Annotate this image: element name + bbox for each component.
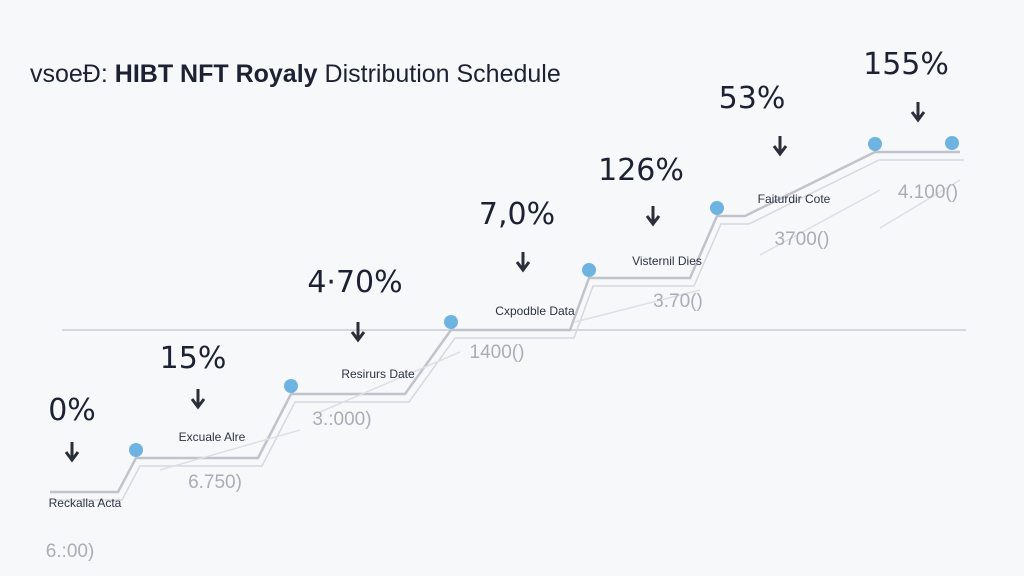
- title-bold: HIBT NFT Royaly: [115, 60, 318, 88]
- amount: 6.:00): [46, 541, 95, 562]
- step-dot: [582, 263, 596, 277]
- arrow: [645, 206, 661, 227]
- title-rest: Distribution Schedule: [325, 60, 561, 88]
- amount: 1400(): [470, 342, 525, 363]
- percent: 155%: [863, 47, 949, 82]
- step-line: [50, 150, 960, 494]
- arrow: [910, 102, 926, 123]
- amount: 6.750): [188, 472, 242, 493]
- steps: 0% Reckalla Acta 6.:00) 15% Excuale Alre 6.75…: [46, 47, 964, 562]
- amount: 4.100(): [898, 182, 958, 203]
- guide-line: [319, 351, 461, 413]
- percent: 7,0%: [479, 197, 555, 232]
- percent: 0%: [48, 393, 96, 428]
- step-line-shadow: [54, 159, 964, 501]
- amount: 3.:000): [312, 409, 371, 430]
- step-label: Resirurs Date: [341, 367, 415, 381]
- step-dot: [444, 315, 458, 329]
- step-dot: [129, 443, 143, 457]
- arrow: [515, 252, 531, 273]
- amount: 3700(): [775, 229, 830, 250]
- arrow: [772, 136, 788, 157]
- title: vsoeÐ: HIBT NFT Royaly Distribution Sche…: [30, 60, 561, 88]
- guide-line: [159, 429, 301, 471]
- arrow: [64, 442, 80, 463]
- guide-line: [759, 189, 881, 256]
- percent: 126%: [598, 153, 684, 188]
- guide-line: [574, 289, 701, 323]
- step-label: Visternil Dies: [632, 254, 702, 268]
- step-dot: [710, 201, 724, 215]
- percent: 53%: [719, 81, 786, 116]
- percent: 4·70%: [307, 265, 402, 300]
- title-prefix: vsoeÐ:: [30, 60, 108, 88]
- step-dot: [284, 379, 298, 393]
- guide-line: [879, 179, 961, 229]
- step-dot: [868, 137, 882, 151]
- amount: 3.70(): [653, 291, 703, 312]
- arrow: [350, 322, 366, 343]
- step-label: Reckalla Acta: [49, 496, 122, 510]
- step-label: Excuale Alre: [179, 430, 246, 444]
- step-dot: [945, 136, 959, 150]
- step-label: Faiturdir Cote: [758, 192, 831, 206]
- arrow: [190, 389, 206, 410]
- step-label: Cxpodble Data: [495, 304, 575, 318]
- percent: 15%: [160, 341, 227, 376]
